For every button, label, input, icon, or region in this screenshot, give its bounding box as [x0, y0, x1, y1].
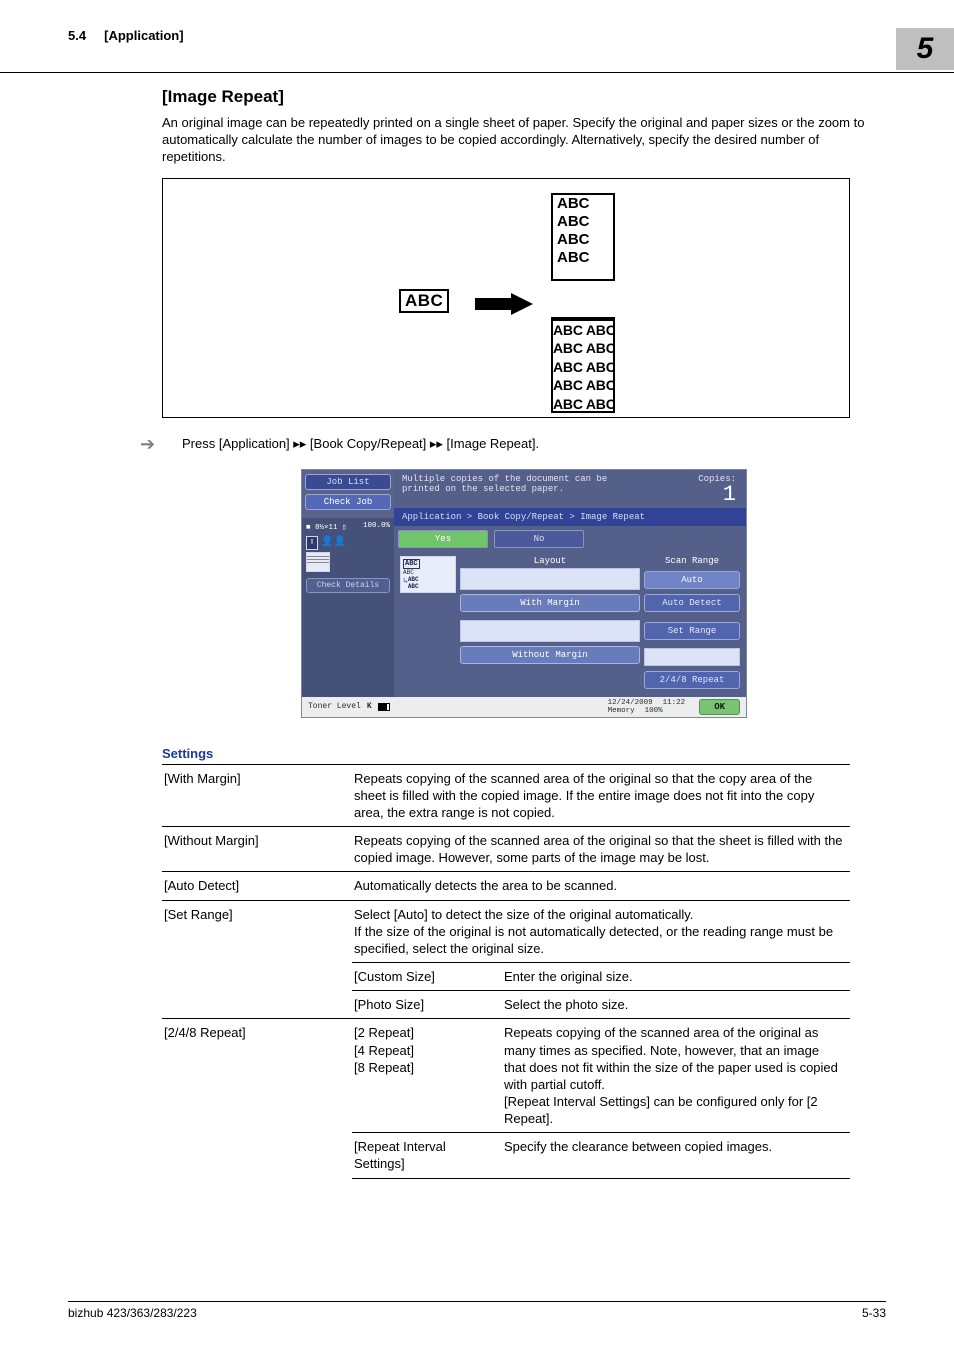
- memory-pct: 100%: [645, 707, 663, 715]
- content-area: [Image Repeat] An original image can be …: [0, 73, 954, 1179]
- sub-desc: Enter the original size.: [502, 963, 850, 991]
- scan-range-column: Scan Range Auto Auto Detect Set Range 2/…: [644, 556, 740, 689]
- setting-desc: Repeats copying of the scanned area of t…: [352, 827, 850, 872]
- device-screen: Job List Check Job ■ 8½×11 ▯ 100.0% ▯ 👤👤: [301, 469, 747, 718]
- header-left: 5.4 [Application]: [68, 28, 184, 43]
- page-header: 5.4 [Application] 5: [0, 0, 954, 70]
- sub-label: [Photo Size]: [352, 991, 502, 1019]
- screen-right-panel: Multiple copies of the document can be p…: [394, 470, 746, 697]
- scan-range-label: Scan Range: [644, 556, 740, 566]
- settings-heading: Settings: [162, 746, 886, 761]
- illustration-icon: [460, 568, 640, 590]
- table-row: [With Margin] Repeats copying of the sca…: [162, 764, 850, 826]
- table-row: [2/4/8 Repeat] [2 Repeat] [4 Repeat] [8 …: [162, 1019, 850, 1133]
- toner-label: Toner Level: [308, 702, 361, 711]
- date-text: 12/24/2009: [608, 699, 653, 707]
- set-range-button[interactable]: Set Range: [644, 622, 740, 640]
- section-title: [Image Repeat]: [162, 87, 886, 107]
- screen-body: Job List Check Job ■ 8½×11 ▯ 100.0% ▯ 👤👤: [302, 470, 746, 697]
- toner-bar-icon: [378, 703, 390, 711]
- diagram-sheet-2: ABC ABC ABC ABC ABC ABC ABC ABC ABC ABC: [551, 317, 615, 413]
- abc-text: ABC: [553, 249, 613, 267]
- preview-area: ■ 8½×11 ▯ 100.0% ▯ 👤👤 Check Detail: [302, 518, 394, 697]
- message-bar: Multiple copies of the document can be p…: [394, 470, 746, 508]
- footer-page: 5-33: [862, 1306, 886, 1320]
- message-text: Multiple copies of the document can be p…: [402, 474, 622, 506]
- section-name: [Application]: [104, 28, 183, 43]
- concept-diagram: ABC ABC ABC ABC ABC ABC ABC ABC ABC ABC …: [162, 178, 850, 418]
- yes-no-row: Yes No: [394, 526, 746, 552]
- with-margin-button[interactable]: With Margin: [460, 594, 640, 612]
- ui-screenshot-wrapper: Job List Check Job ■ 8½×11 ▯ 100.0% ▯ 👤👤: [162, 469, 886, 718]
- layout-thumb-left: ABC ABC ↳ABCABC: [400, 556, 456, 689]
- intro-text: An original image can be repeatedly prin…: [162, 115, 886, 166]
- screen-main: ABC ABC ↳ABCABC Layout With Margin Witho…: [394, 552, 746, 697]
- illustration-icon: [460, 620, 640, 642]
- setting-label: [With Margin]: [162, 764, 352, 826]
- time-text: 11:22: [663, 699, 686, 707]
- yes-button[interactable]: Yes: [398, 530, 488, 548]
- settings-table: [With Margin] Repeats copying of the sca…: [162, 764, 850, 1179]
- abc-text: ABC ABC: [553, 376, 613, 394]
- diagram-sheet-1: ABC ABC ABC ABC: [551, 193, 615, 281]
- setting-desc: Automatically detects the area to be sca…: [352, 872, 850, 900]
- ok-button[interactable]: OK: [699, 699, 740, 715]
- table-row: [Set Range] Select [Auto] to detect the …: [162, 900, 850, 962]
- zoom-value: 100.0%: [363, 522, 390, 532]
- sub-desc: Repeats copying of the scanned area of t…: [502, 1019, 850, 1133]
- abc-text: ABC ABC: [553, 339, 613, 357]
- abc-text: ABC ABC: [553, 321, 613, 339]
- datetime-box: 12/24/2009 11:22 Memory 100%: [608, 699, 686, 715]
- sub-label: [2 Repeat] [4 Repeat] [8 Repeat]: [352, 1019, 502, 1133]
- setting-label: [2/4/8 Repeat]: [162, 1019, 352, 1178]
- layout-column: Layout With Margin Without Margin: [460, 556, 640, 689]
- setting-desc: Repeats copying of the scanned area of t…: [352, 764, 850, 826]
- job-list-button[interactable]: Job List: [305, 474, 391, 490]
- chapter-tab: 5: [896, 28, 954, 70]
- 248-repeat-button[interactable]: 2/4/8 Repeat: [644, 671, 740, 689]
- copies-box: Copies: 1: [698, 474, 736, 506]
- setting-label: [Auto Detect]: [162, 872, 352, 900]
- nav-text: Press [Application] ▸▸ [Book Copy/Repeat…: [182, 436, 539, 452]
- table-row: [Auto Detect] Automatically detects the …: [162, 872, 850, 900]
- abc-text: ABC ABC: [553, 395, 613, 413]
- layout-label: Layout: [460, 556, 640, 566]
- abc-text: ABC: [553, 195, 613, 213]
- screen-footer: Toner Level K 12/24/2009 11:22 Memory 10…: [302, 697, 746, 717]
- arrow-icon: [475, 293, 535, 315]
- abc-text: ABC ABC: [553, 358, 613, 376]
- check-job-button[interactable]: Check Job: [305, 494, 391, 510]
- sub-desc: Specify the clearance between copied ima…: [502, 1133, 850, 1178]
- auto-detect-button[interactable]: Auto Detect: [644, 594, 740, 612]
- zoom-indicator: ■ 8½×11 ▯: [306, 522, 347, 532]
- section-number: 5.4: [68, 28, 86, 43]
- setting-label: [Without Margin]: [162, 827, 352, 872]
- nav-step: ➔ Press [Application] ▸▸ [Book Copy/Repe…: [162, 434, 886, 455]
- check-details-button[interactable]: Check Details: [306, 578, 390, 593]
- without-margin-button[interactable]: Without Margin: [460, 646, 640, 664]
- footer-model: bizhub 423/363/283/223: [68, 1306, 197, 1320]
- thumb-abc: ABC ABC ↳ABCABC: [400, 556, 456, 593]
- sub-desc: Select the photo size.: [502, 991, 850, 1019]
- setting-desc: Select [Auto] to detect the size of the …: [352, 900, 850, 962]
- abc-text: ABC: [553, 231, 613, 249]
- no-button[interactable]: No: [494, 530, 584, 548]
- screen-left-panel: Job List Check Job ■ 8½×11 ▯ 100.0% ▯ 👤👤: [302, 470, 394, 697]
- toner-k: K: [367, 702, 372, 711]
- sub-label: [Repeat Interval Settings]: [352, 1133, 502, 1178]
- memory-label: Memory: [608, 707, 635, 715]
- copies-number: 1: [698, 484, 736, 506]
- sub-label: [Custom Size]: [352, 963, 502, 991]
- repeat-preview-icon: [644, 648, 740, 666]
- diagram-source-abc: ABC: [399, 289, 449, 313]
- abc-text: ABC: [553, 213, 613, 231]
- page-footer: bizhub 423/363/283/223 5-33: [68, 1301, 886, 1320]
- step-arrow-icon: ➔: [140, 434, 162, 455]
- setting-label: [Set Range]: [162, 900, 352, 1019]
- table-row: [Without Margin] Repeats copying of the …: [162, 827, 850, 872]
- breadcrumb: Application > Book Copy/Repeat > Image R…: [394, 508, 746, 526]
- auto-button[interactable]: Auto: [644, 571, 740, 589]
